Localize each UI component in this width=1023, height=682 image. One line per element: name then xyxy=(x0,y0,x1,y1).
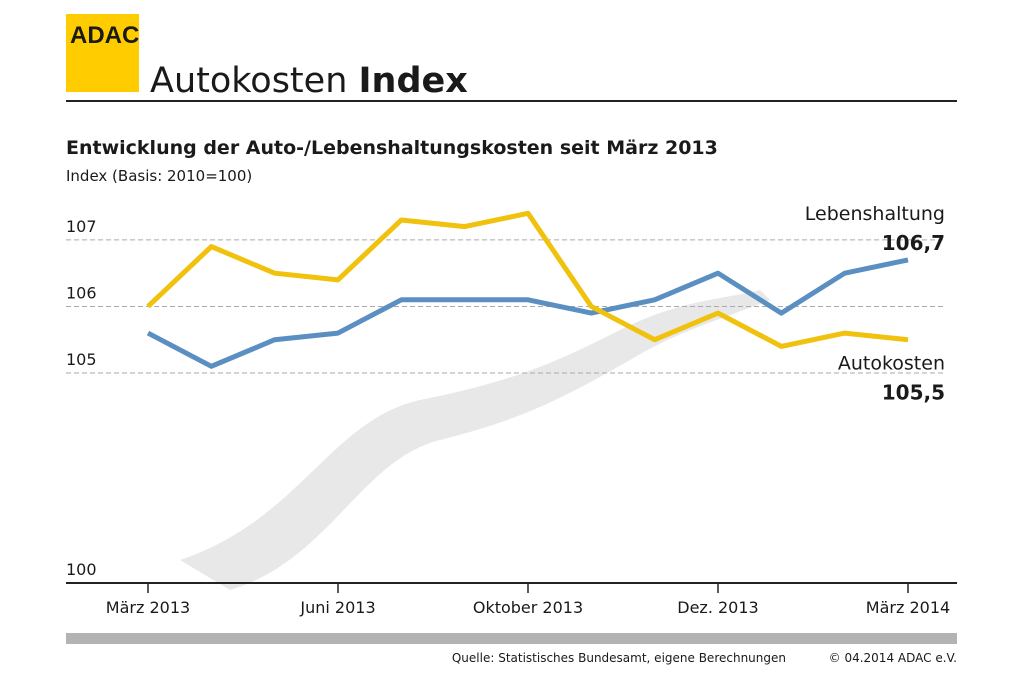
y-tick-label: 106 xyxy=(66,283,97,302)
copyright: © 04.2014 ADAC e.V. xyxy=(829,651,957,665)
x-tick-label: Oktober 2013 xyxy=(473,598,583,617)
series-line xyxy=(146,257,909,369)
y-tick-label: 105 xyxy=(66,350,97,369)
x-tick-label: März 2014 xyxy=(866,598,950,617)
series-label: Autokosten xyxy=(838,353,945,375)
value-label: 106,7 xyxy=(882,231,945,255)
x-tick-label: März 2013 xyxy=(106,598,190,617)
header-bold: Index xyxy=(359,61,469,101)
chart-title: Entwicklung der Auto-/Lebenshaltungskost… xyxy=(66,137,718,159)
logo: ADAC xyxy=(70,22,139,49)
x-tick-label: Juni 2013 xyxy=(299,598,375,617)
header-light: Autokosten xyxy=(150,61,347,101)
y-tick-label: 100 xyxy=(66,560,97,579)
chart-subtitle: Index (Basis: 2010=100) xyxy=(66,167,252,185)
x-tick-label: Dez. 2013 xyxy=(677,598,758,617)
logo-box xyxy=(66,14,139,92)
source: Quelle: Statistisches Bundesamt, eigene … xyxy=(452,651,786,665)
series-label: Lebenshaltung xyxy=(805,203,945,225)
series-line xyxy=(146,210,909,349)
y-tick-label: 107 xyxy=(66,217,97,236)
footer-bar xyxy=(66,633,957,644)
header-title: Autokosten Index xyxy=(150,61,468,101)
road-decoration xyxy=(180,290,770,590)
value-label: 105,5 xyxy=(882,381,945,405)
